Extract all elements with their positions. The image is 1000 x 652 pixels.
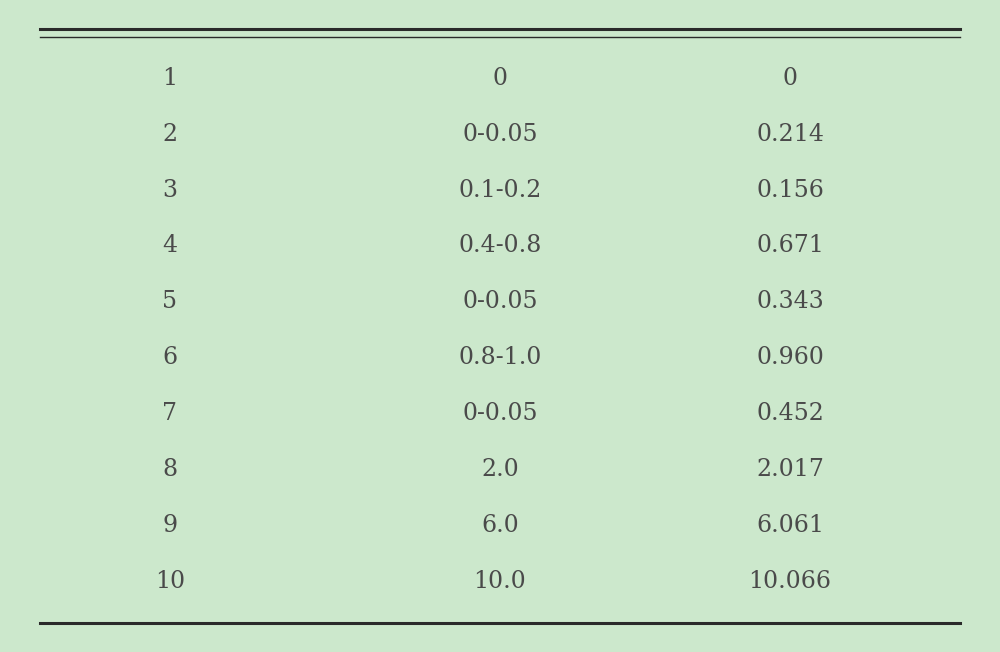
Text: 0.452: 0.452: [756, 402, 824, 425]
Text: 0.156: 0.156: [756, 179, 824, 201]
Text: 2: 2: [162, 123, 178, 145]
Text: 0-0.05: 0-0.05: [462, 123, 538, 145]
Text: 0.1-0.2: 0.1-0.2: [458, 179, 542, 201]
Text: 6.061: 6.061: [756, 514, 824, 537]
Text: 0-0.05: 0-0.05: [462, 290, 538, 314]
Text: 0.671: 0.671: [756, 235, 824, 258]
Text: 10.066: 10.066: [748, 570, 832, 593]
Text: 0: 0: [782, 67, 798, 90]
Text: 0.4-0.8: 0.4-0.8: [458, 235, 542, 258]
Text: 0: 0: [492, 67, 508, 90]
Text: 0.960: 0.960: [756, 346, 824, 370]
Text: 1: 1: [162, 67, 178, 90]
Text: 4: 4: [162, 235, 178, 258]
Text: 2.017: 2.017: [756, 458, 824, 481]
Text: 6.0: 6.0: [481, 514, 519, 537]
Text: 0.8-1.0: 0.8-1.0: [458, 346, 542, 370]
Text: 5: 5: [162, 290, 178, 314]
Text: 10: 10: [155, 570, 185, 593]
Text: 0.214: 0.214: [756, 123, 824, 145]
Text: 10.0: 10.0: [474, 570, 526, 593]
Text: 6: 6: [162, 346, 178, 370]
Text: 3: 3: [162, 179, 178, 201]
Text: 0.343: 0.343: [756, 290, 824, 314]
Text: 8: 8: [162, 458, 178, 481]
Text: 7: 7: [162, 402, 178, 425]
Text: 2.0: 2.0: [481, 458, 519, 481]
Text: 0-0.05: 0-0.05: [462, 402, 538, 425]
Text: 9: 9: [162, 514, 178, 537]
